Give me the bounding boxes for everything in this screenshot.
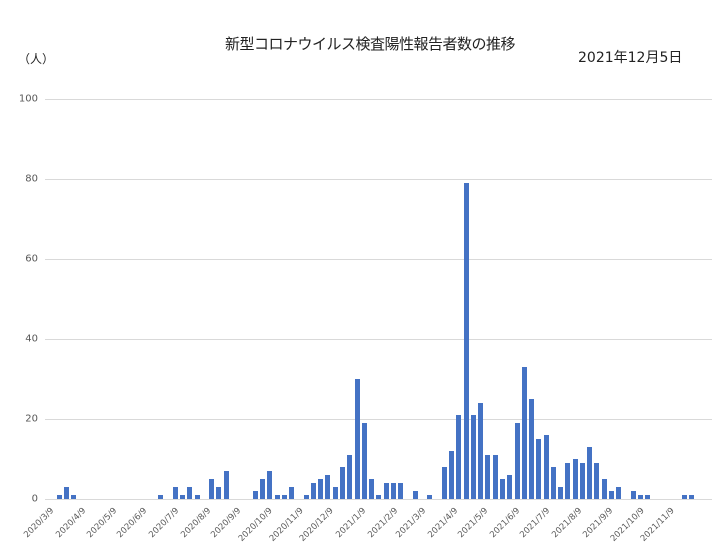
y-tick-label: 20 [25,413,38,425]
bar [274,495,280,499]
y-tick-label: 80 [25,173,38,185]
bar [56,495,62,499]
x-tick-label: 2020/6/9 [114,506,150,541]
bar [565,463,571,499]
bar [187,487,193,499]
bar [449,451,455,499]
bar [543,435,549,499]
gridline [45,339,712,340]
bar [507,475,513,499]
bar [529,399,535,499]
bar [536,439,542,499]
report-date: 2021年12月5日 [578,50,683,66]
chart-title-text: 新型コロナウイルス検査陽性報告者数の推移 [224,35,516,53]
chart-title: 新型コロナウイルス検査陽性報告者数の推移 [0,33,724,54]
x-tick-label: 2020/3/9 [21,506,57,541]
bar [340,467,346,499]
bar [223,471,229,499]
bar [609,491,615,499]
y-axis-unit-label: （人） [18,52,55,66]
bar [260,479,266,499]
bar [361,423,367,499]
x-tick-label: 2021/7/9 [517,506,553,541]
y-tick-label: 0 [31,493,38,505]
x-tick-label: 2021/6/9 [487,506,523,541]
bar [550,467,556,499]
bar [412,491,418,499]
gridline [45,259,712,260]
x-tick-label: 2021/8/9 [549,506,585,541]
x-tick-label: 2020/8/9 [178,506,214,541]
bar [478,403,484,499]
bar [325,475,331,499]
bar [601,479,607,499]
bar [645,495,651,499]
gridline [45,99,712,100]
y-tick-label: 100 [18,93,38,105]
bar [376,495,382,499]
bar [485,455,491,499]
bar [638,495,644,499]
bar [456,415,462,499]
bar [347,455,353,499]
x-tick-label: 2021/4/9 [425,506,461,541]
bar [194,495,200,499]
bar [390,483,396,499]
y-tick-label: 60 [25,253,38,265]
bar [216,487,222,499]
bar [398,483,404,499]
bar [172,487,178,499]
bar [180,495,186,499]
x-tick-label: 2020/7/9 [146,506,182,541]
x-tick-label: 2021/1/9 [333,506,369,541]
bar [558,487,564,499]
bar [209,479,215,499]
bar [281,495,287,499]
plot-area [45,99,712,500]
bar [492,455,498,499]
bar [427,495,433,499]
bar [158,495,164,499]
bar [63,487,69,499]
bar [630,491,636,499]
bar [688,495,694,499]
bar [267,471,273,499]
x-tick-label: 2021/5/9 [455,506,491,541]
bar [318,479,324,499]
bar [252,491,258,499]
bar [463,183,469,499]
gridline [45,179,712,180]
x-tick-label: 2020/5/9 [84,506,120,541]
bar [289,487,295,499]
gridline [45,419,712,420]
bar [303,495,309,499]
bar [514,423,520,499]
bar [369,479,375,499]
bar [441,467,447,499]
bar [332,487,338,499]
bar [616,487,622,499]
bar [499,479,505,499]
bar [470,415,476,499]
bar [594,463,600,499]
bar [354,379,360,499]
bar [587,447,593,499]
bar [71,495,77,499]
gridline [45,499,712,500]
bar [310,483,316,499]
bar [681,495,687,499]
bar [521,367,527,499]
bar [383,483,389,499]
bar [572,459,578,499]
x-tick-label: 2021/2/9 [365,506,401,541]
bar [579,463,585,499]
x-tick-label: 2020/4/9 [53,506,89,541]
y-tick-label: 40 [25,333,38,345]
